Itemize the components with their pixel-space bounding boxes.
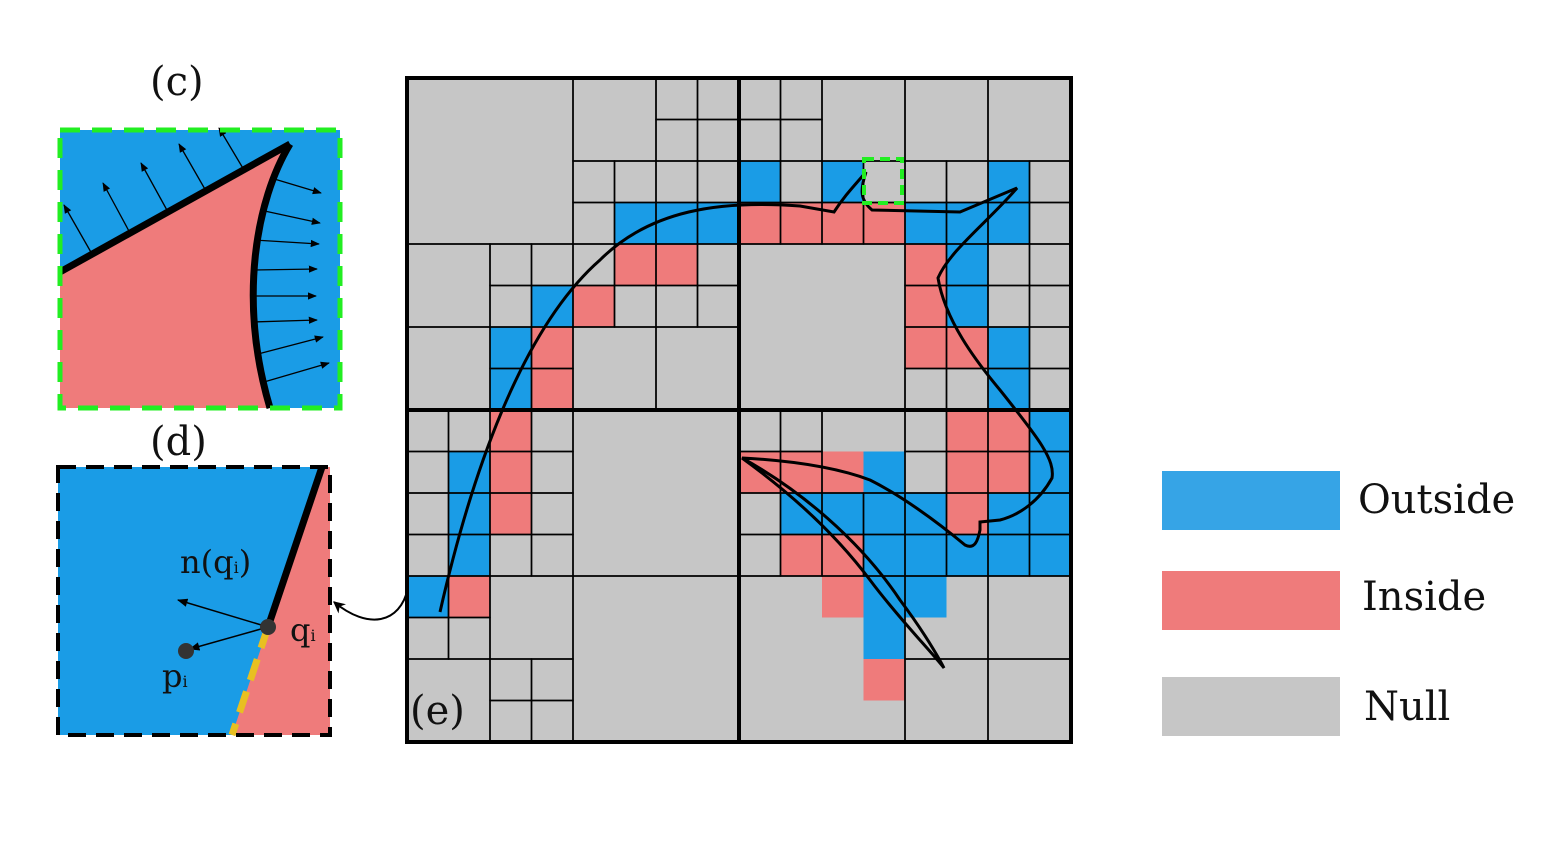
zoom-connector-arrow [333,587,409,621]
octree-cell-inside [822,576,864,618]
octree-cell-outside [946,534,988,576]
octree-cell-inside [905,285,947,327]
panel-e-label: (e) [410,688,465,734]
octree-cell-outside [988,327,1030,369]
legend-label-inside: Inside [1362,574,1487,620]
octree-cell-outside [822,493,864,535]
octree-cell-inside [905,244,947,286]
surface-point-label: qi [290,611,316,649]
octree-cell-inside [656,244,698,286]
octree-cell-outside [1029,451,1071,493]
octree-cell-inside [988,410,1030,452]
octree-cell-inside [863,659,905,701]
octree-cell-outside [988,493,1030,535]
octree-cell-inside [822,534,864,576]
octree-cell-outside [988,534,1030,576]
octree-cell-inside [946,493,988,535]
octree-cell-inside [448,576,490,618]
octree-cell-outside [988,202,1030,244]
octree-cell-outside [863,534,905,576]
octree-cell-inside [988,451,1030,493]
query-point-label: pi [162,657,188,695]
octree-cell-outside [905,576,947,618]
octree-cell-outside [1029,534,1071,576]
panel-d-point-q [260,619,276,635]
octree-cell-inside [905,327,947,369]
legend-label-null: Null [1364,684,1451,730]
legend-swatch-outside [1162,471,1340,530]
octree-cell-outside [614,202,656,244]
octree-highlight-box [862,157,904,205]
octree-cell-inside [614,244,656,286]
panel-c-normal-arrows [63,127,330,383]
panel-d-surface-dashed [228,625,272,737]
panel-d-label: (d) [150,419,207,465]
legend-swatch-inside [1162,571,1340,630]
panel-d-zoom [56,465,332,737]
legend-swatch-null [1162,677,1340,736]
panel-c-inside-region [60,144,290,408]
octree-cell-inside [946,451,988,493]
octree-cell-inside [573,285,615,327]
octree-cell-inside [739,202,781,244]
octree-cell-outside [905,534,947,576]
octree-cell-inside [822,202,864,244]
normal-label: n(qi) [180,543,252,581]
octree-cell-outside [863,493,905,535]
panel-e-octree [405,76,1073,744]
octree-cell-outside [946,244,988,286]
octree-cell-outside [656,202,698,244]
legend-label-outside: Outside [1358,477,1516,523]
panel-c-frame [57,127,343,411]
octree-cell-inside [490,451,532,493]
octree-cell-outside [863,617,905,659]
octree-cell-inside [531,368,573,410]
octree-cell-outside [988,368,1030,410]
shape-outline [438,171,1054,669]
octree-cell-outside [905,202,947,244]
panel-d-projection-arrow [188,626,269,651]
octree-cell-inside [946,410,988,452]
panel-c-surface-upper [58,140,292,276]
octree-cell-inside [490,410,532,452]
octree-cell-inside [531,327,573,369]
panel-c-surface-curve [249,142,293,409]
panel-d-normal-arrow [176,598,269,628]
panel-c-zoom [57,127,343,411]
octree-cell-outside [531,285,573,327]
panel-c-label: (c) [150,59,204,105]
octree-cell-inside [490,493,532,535]
panel-d-frame [56,465,332,737]
octree-cell-inside [780,534,822,576]
octree-cell-outside [780,493,822,535]
panel-d-surface-solid [264,465,326,629]
octree-cell-outside [1029,410,1071,452]
octree-cell-outside [739,161,781,203]
panel-d-point-p [178,643,194,659]
